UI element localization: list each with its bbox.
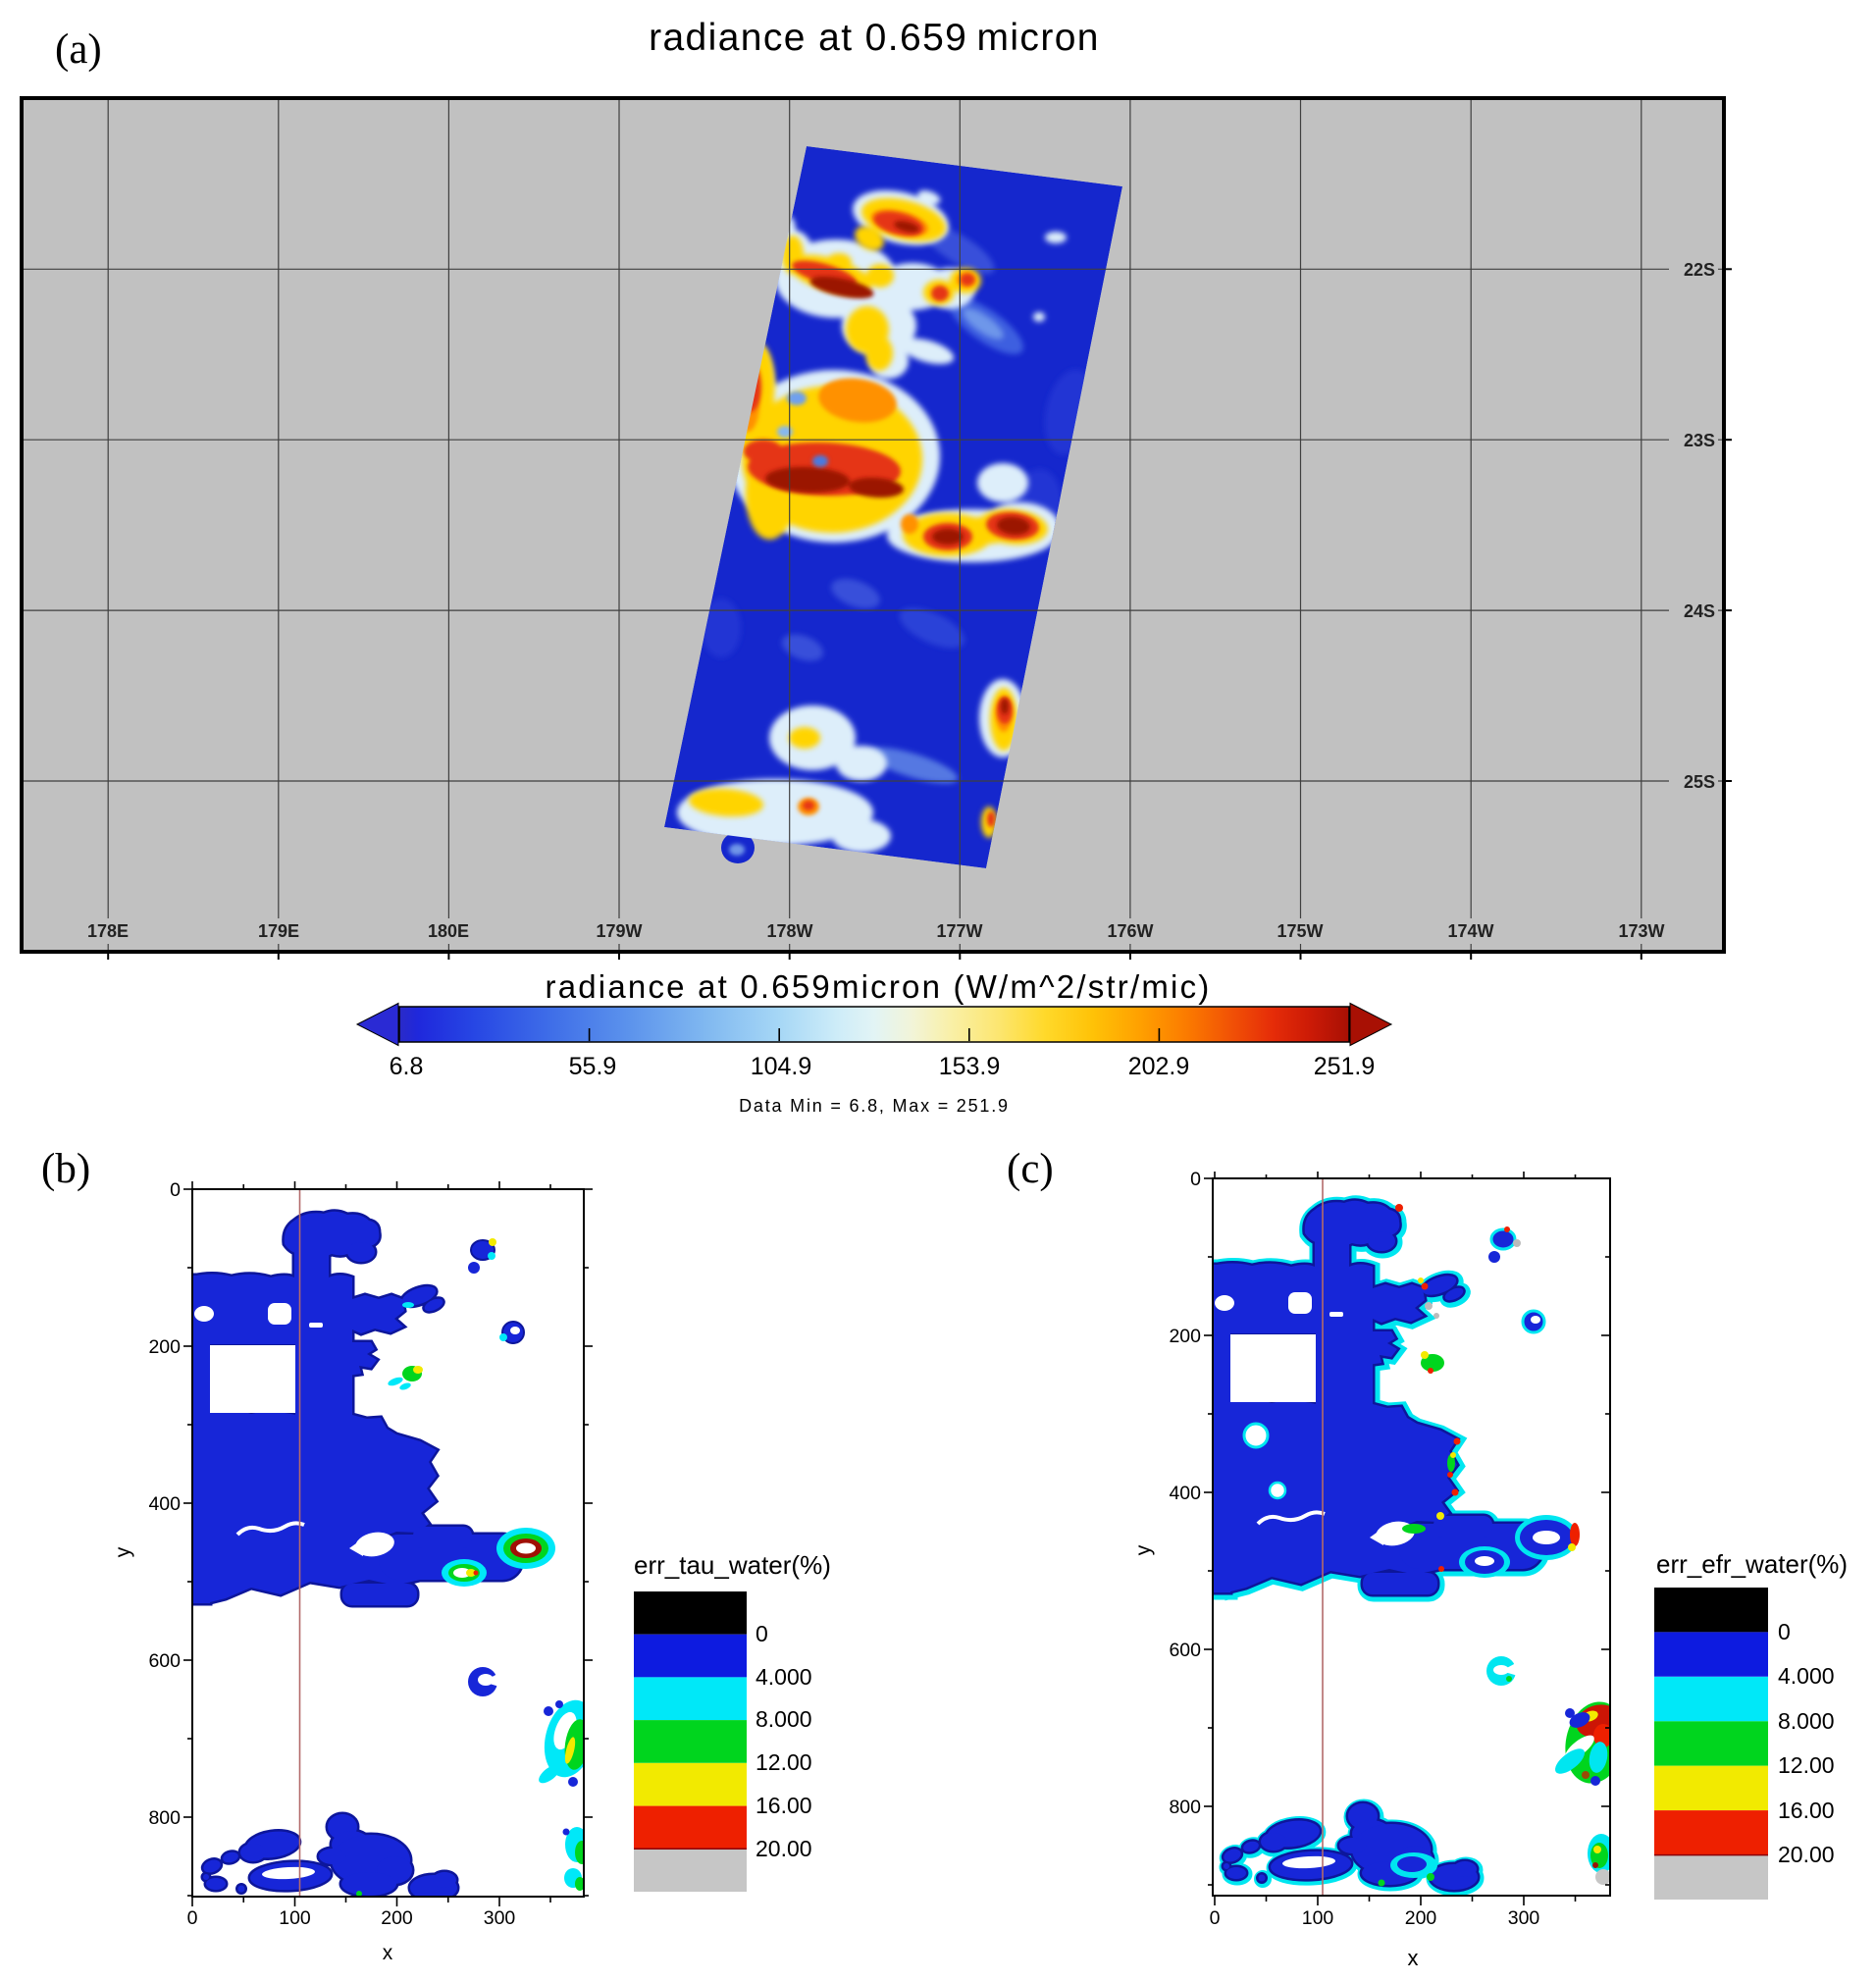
- svg-text:0: 0: [1210, 1907, 1221, 1929]
- svg-text:20.00: 20.00: [1778, 1842, 1835, 1867]
- svg-text:y: y: [112, 1546, 134, 1557]
- svg-text:16.00: 16.00: [756, 1793, 812, 1818]
- svg-text:8.000: 8.000: [756, 1706, 812, 1732]
- svg-text:600: 600: [148, 1650, 181, 1672]
- svg-text:100: 100: [1302, 1907, 1334, 1929]
- svg-text:400: 400: [1169, 1483, 1201, 1504]
- svg-text:err_efr_water(%): err_efr_water(%): [1656, 1549, 1848, 1579]
- svg-text:180E: 180E: [428, 921, 469, 941]
- svg-text:55.9: 55.9: [569, 1053, 617, 1080]
- svg-text:178E: 178E: [87, 921, 129, 941]
- svg-text:251.9: 251.9: [1314, 1053, 1376, 1080]
- svg-text:179E: 179E: [258, 921, 299, 941]
- svg-text:200: 200: [148, 1336, 181, 1358]
- svg-text:176W: 176W: [1107, 921, 1153, 941]
- svg-text:4.000: 4.000: [1778, 1663, 1835, 1689]
- svg-text:(b): (b): [41, 1146, 90, 1192]
- svg-text:202.9: 202.9: [1128, 1053, 1190, 1080]
- svg-text:153.9: 153.9: [939, 1053, 1001, 1080]
- svg-text:300: 300: [1508, 1907, 1540, 1929]
- svg-text:104.9: 104.9: [751, 1053, 812, 1080]
- svg-text:8.000: 8.000: [1778, 1708, 1835, 1734]
- svg-text:200: 200: [1169, 1326, 1201, 1347]
- svg-text:175W: 175W: [1277, 921, 1323, 941]
- svg-text:(a): (a): [55, 26, 102, 73]
- svg-text:16.00: 16.00: [1778, 1798, 1835, 1823]
- svg-text:23S: 23S: [1684, 431, 1715, 450]
- svg-text:Data Min = 6.8, Max = 251.9: Data Min = 6.8, Max = 251.9: [739, 1096, 1010, 1116]
- svg-text:0: 0: [170, 1179, 181, 1201]
- svg-text:25S: 25S: [1684, 772, 1715, 792]
- svg-text:22S: 22S: [1684, 260, 1715, 280]
- svg-text:24S: 24S: [1684, 601, 1715, 621]
- svg-text:800: 800: [1169, 1797, 1201, 1818]
- svg-text:600: 600: [1169, 1640, 1201, 1661]
- svg-text:178W: 178W: [766, 921, 812, 941]
- svg-text:(c): (c): [1007, 1146, 1054, 1192]
- svg-text:0: 0: [187, 1907, 198, 1929]
- svg-text:200: 200: [381, 1907, 413, 1929]
- svg-text:300: 300: [484, 1907, 516, 1929]
- svg-text:173W: 173W: [1618, 921, 1664, 941]
- svg-text:12.00: 12.00: [756, 1749, 812, 1775]
- svg-text:12.00: 12.00: [1778, 1752, 1835, 1778]
- svg-text:179W: 179W: [596, 921, 642, 941]
- svg-text:y: y: [1132, 1544, 1155, 1555]
- svg-text:800: 800: [148, 1807, 181, 1829]
- svg-text:0: 0: [756, 1621, 768, 1646]
- svg-text:radiance at 0.659 micron: radiance at 0.659 micron: [649, 17, 1100, 59]
- svg-text:x: x: [1408, 1946, 1419, 1970]
- svg-text:err_tau_water(%): err_tau_water(%): [634, 1550, 831, 1580]
- svg-text:4.000: 4.000: [756, 1664, 812, 1690]
- svg-text:0: 0: [1190, 1169, 1201, 1190]
- svg-text:177W: 177W: [936, 921, 982, 941]
- svg-text:6.8: 6.8: [390, 1053, 424, 1080]
- svg-text:200: 200: [1405, 1907, 1437, 1929]
- svg-text:x: x: [383, 1942, 393, 1964]
- svg-text:174W: 174W: [1447, 921, 1493, 941]
- svg-text:radiance at 0.659micron (W/m^2: radiance at 0.659micron (W/m^2/str/mic): [546, 968, 1212, 1005]
- svg-text:400: 400: [148, 1493, 181, 1515]
- svg-text:100: 100: [279, 1907, 311, 1929]
- svg-text:20.00: 20.00: [756, 1836, 812, 1861]
- svg-text:0: 0: [1778, 1619, 1791, 1644]
